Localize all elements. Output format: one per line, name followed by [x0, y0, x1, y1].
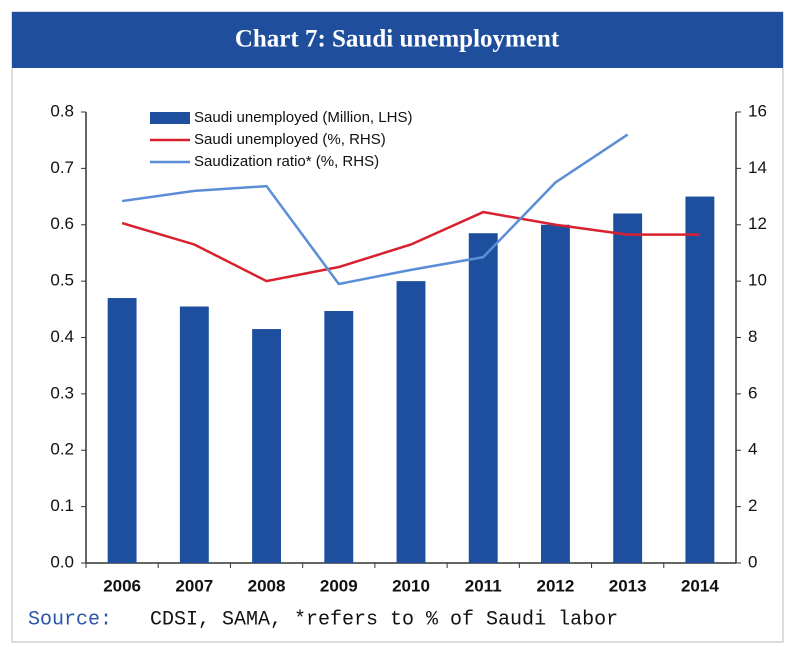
x-tick-label: 2007	[175, 576, 213, 595]
x-tick-label: 2010	[392, 576, 430, 595]
bar	[396, 281, 426, 563]
legend-swatch	[150, 112, 190, 124]
y2-tick-label: 4	[748, 440, 757, 459]
legend-label: Saudi unemployed (Million, LHS)	[194, 109, 412, 126]
y-tick-label: 0.6	[50, 214, 74, 233]
y2-tick-label: 12	[748, 214, 767, 233]
bar	[613, 213, 643, 563]
bar	[179, 306, 209, 563]
y-tick-label: 0.7	[50, 158, 74, 177]
y-tick-label: 0.0	[50, 552, 74, 571]
line	[121, 210, 700, 283]
y2-tick-label: 2	[748, 496, 757, 515]
x-tick-label: 2014	[681, 576, 719, 595]
y2-tick-label: 14	[748, 158, 767, 177]
y2-tick-label: 6	[748, 383, 757, 402]
bar	[324, 311, 354, 563]
source-label: Source:	[28, 608, 112, 631]
bar	[107, 298, 137, 563]
x-tick-label: 2008	[248, 576, 286, 595]
x-tick-label: 2006	[103, 576, 141, 595]
x-tick-label: 2009	[320, 576, 358, 595]
x-tick-label: 2013	[609, 576, 647, 595]
y2-tick-label: 16	[748, 101, 767, 120]
bar	[252, 329, 281, 563]
legend-label: Saudization ratio* (%, RHS)	[194, 153, 379, 170]
source-text: CDSI, SAMA, *refers to % of Saudi labor	[150, 608, 618, 631]
bar	[541, 224, 570, 563]
line	[121, 133, 629, 286]
bar	[685, 196, 715, 563]
y2-tick-label: 8	[748, 327, 757, 346]
y-tick-label: 0.1	[50, 496, 74, 515]
x-tick-label: 2012	[537, 576, 575, 595]
chart-title: Chart 7: Saudi unemployment	[235, 26, 560, 53]
y-tick-label: 0.3	[50, 383, 74, 402]
x-tick-label: 2011	[465, 576, 502, 595]
y-tick-label: 0.4	[50, 327, 74, 346]
title-bar	[12, 12, 783, 68]
y2-tick-label: 0	[748, 552, 757, 571]
y-tick-label: 0.8	[50, 101, 74, 120]
legend-label: Saudi unemployed (%, RHS)	[194, 131, 386, 148]
y-tick-label: 0.2	[50, 440, 74, 459]
y-tick-label: 0.5	[50, 271, 74, 290]
bar	[468, 233, 498, 564]
y2-tick-label: 10	[748, 271, 767, 290]
